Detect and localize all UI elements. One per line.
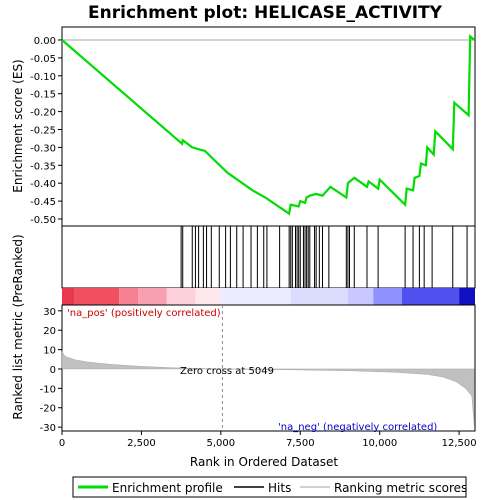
colorbar-segment (166, 288, 196, 305)
x-tick-label: 7,500 (286, 438, 315, 449)
metric-y-tick-label: -30 (40, 423, 56, 434)
hits-marks (180, 226, 468, 288)
es-y-tick-label: -0.05 (30, 54, 56, 65)
es-y-axis-label: Enrichment score (ES) (11, 59, 25, 192)
metric-y-tick-label: 10 (43, 346, 56, 357)
es-y-tick-label: -0.50 (30, 215, 56, 226)
es-y-tick-label: -0.40 (30, 179, 56, 190)
colorbar-segment (459, 288, 475, 305)
colorbar-segment (347, 288, 374, 305)
es-y-tick-label: -0.20 (30, 108, 56, 119)
x-tick-label: 2,500 (127, 438, 156, 449)
metric-y-axis: 30 20 10 0 -10 -20 -30 (40, 307, 62, 434)
es-y-tick-label: -0.25 (30, 126, 56, 137)
metric-y-tick-label: -10 (40, 384, 56, 395)
metric-plot-area (61, 305, 475, 431)
neg-correlated-label: 'na_neg' (negatively correlated) (278, 422, 437, 433)
es-plot-area (61, 34, 476, 216)
x-tick-label: 5,000 (207, 438, 236, 449)
x-tick-label: 12,500 (442, 438, 477, 449)
colorbar-segment (373, 288, 402, 305)
ranking-colorbar (62, 288, 475, 305)
x-tick-label: 0 (59, 438, 65, 449)
colorbar-segment (290, 288, 348, 305)
metric-y-axis-label: Ranked list metric (PreRanked) (11, 234, 25, 419)
hits-panel (61, 225, 476, 289)
colorbar-segment (74, 288, 120, 305)
es-y-tick-label: -0.10 (30, 72, 56, 83)
metric-y-tick-label: 20 (43, 326, 56, 337)
metric-y-tick-label: 0 (50, 365, 56, 376)
metric-y-tick-label: 30 (43, 307, 56, 318)
colorbar-segment (401, 288, 460, 305)
x-tick-label: 10,000 (362, 438, 397, 449)
legend-enrichment-label: Enrichment profile (112, 481, 223, 495)
legend-hits-label: Hits (268, 481, 291, 495)
x-axis-label: Rank in Ordered Dataset (190, 455, 338, 469)
zero-cross-label: Zero cross at 5049 (180, 366, 274, 377)
metric-y-tick-label: -20 (40, 404, 56, 415)
colorbar-segment (220, 288, 291, 305)
es-y-tick-label: -0.45 (30, 197, 56, 208)
chart-title: Enrichment plot: HELICASE_ACTIVITY (88, 3, 443, 23)
legend-box (72, 476, 467, 498)
colorbar-segment (119, 288, 139, 305)
es-y-tick-label: 0.00 (34, 36, 56, 47)
es-y-tick-label: -0.30 (30, 143, 56, 154)
colorbar-segment (195, 288, 221, 305)
es-y-axis: 0.00 -0.05 -0.10 -0.15 -0.20 -0.25 -0.30 -0.35 -… (30, 36, 62, 226)
colorbar-segment (138, 288, 167, 305)
x-axis: 0 2,500 5,000 7,500 10,000 12,500 (59, 431, 477, 449)
es-y-tick-label: -0.35 (30, 161, 56, 172)
pos-correlated-label: 'na_pos' (positively correlated) (67, 308, 221, 319)
legend-metric-label: Ranking metric scores (334, 481, 467, 495)
enrichment-profile-line (61, 34, 476, 216)
es-y-tick-label: -0.15 (30, 90, 56, 101)
es-panel (61, 26, 476, 227)
colorbar-segment (62, 288, 75, 305)
ranking-metric-area (61, 350, 475, 428)
